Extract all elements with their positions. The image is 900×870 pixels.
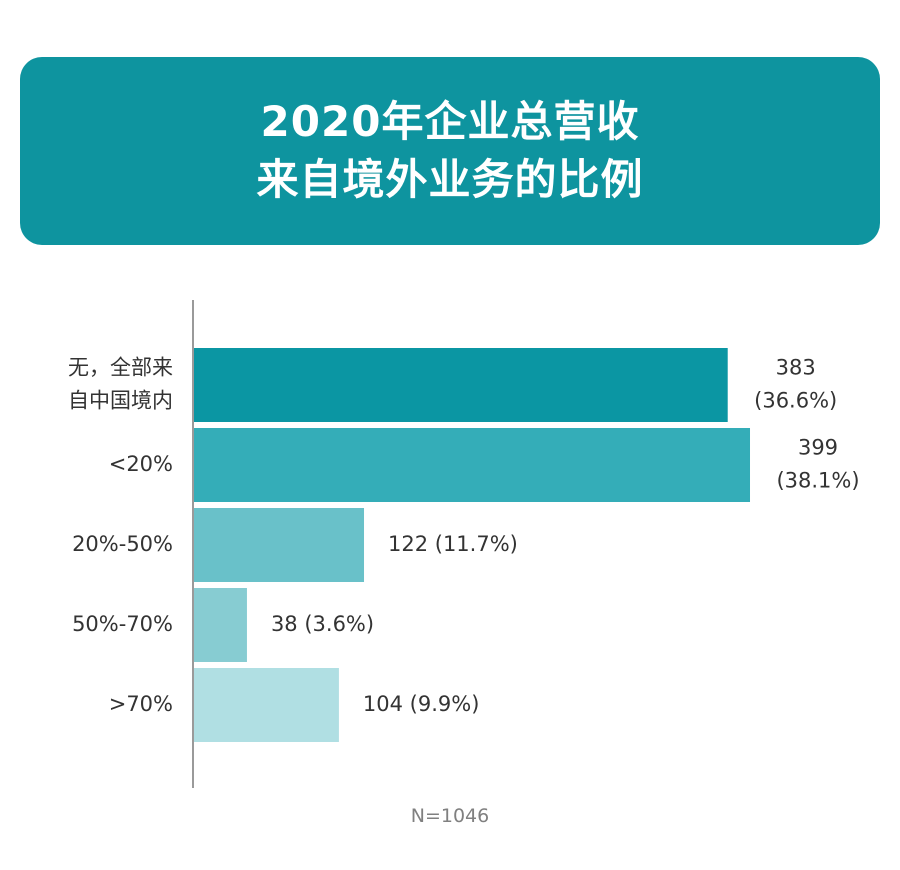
sample-size-note: N=1046 bbox=[410, 805, 490, 827]
category-label-line: 20%-50% bbox=[72, 532, 173, 556]
value-label-line: (38.1%) bbox=[776, 469, 859, 493]
chart-title-line-2: 来自境外业务的比例 bbox=[256, 155, 644, 204]
bars-group bbox=[194, 348, 751, 742]
category-labels: 无，全部来自中国境内 <20% 20%-50% 50%-70% >70% bbox=[68, 356, 173, 717]
value-label-line: 399 bbox=[798, 436, 838, 460]
value-label-2: 122 (11.7%) bbox=[388, 532, 518, 556]
value-label-3: 38 (3.6%) bbox=[271, 612, 374, 636]
category-label-2: 20%-50% bbox=[72, 532, 173, 556]
value-label-line: 383 bbox=[776, 356, 816, 380]
bar-4 bbox=[194, 668, 339, 742]
bar-0 bbox=[194, 348, 728, 422]
chart-title-line-1: 2020年企业总营收 bbox=[260, 97, 640, 146]
bar-2 bbox=[194, 508, 365, 582]
category-label-3: 50%-70% bbox=[72, 612, 173, 636]
category-label-line: <20% bbox=[109, 452, 173, 476]
category-label-line: 自中国境内 bbox=[68, 389, 173, 413]
bar-1 bbox=[194, 428, 751, 502]
category-label-0: 无，全部来自中国境内 bbox=[68, 356, 173, 413]
value-label-1: 399 (38.1%) bbox=[776, 436, 859, 493]
value-label-0: 383 (36.6%) bbox=[754, 356, 837, 413]
value-labels: 383 (36.6%) 399 (38.1%) 122 (11.7%) 38 (3.6%)… bbox=[271, 356, 860, 717]
category-label-line: 50%-70% bbox=[72, 612, 173, 636]
category-label-4: >70% bbox=[109, 692, 173, 716]
value-label-line: (36.6%) bbox=[754, 389, 837, 413]
category-label-line: 无，全部来 bbox=[68, 356, 173, 380]
title-banner: 2020年企业总营收 来自境外业务的比例 bbox=[20, 57, 880, 245]
bar-3 bbox=[194, 588, 247, 662]
value-label-4: 104 (9.9%) bbox=[363, 692, 480, 716]
category-label-line: >70% bbox=[109, 692, 173, 716]
category-label-1: <20% bbox=[109, 452, 173, 476]
